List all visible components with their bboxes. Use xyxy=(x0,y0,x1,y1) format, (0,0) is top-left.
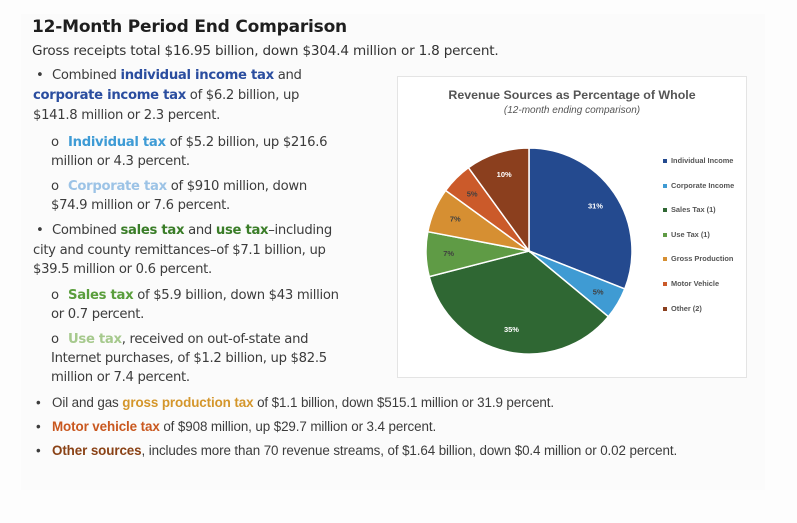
sales-tax-subitem: o Sales tax of $5.9 billion, down $43 mil… xyxy=(51,286,339,306)
legend-swatch xyxy=(663,208,667,213)
use-tax-keyword: use tax xyxy=(215,223,269,238)
income-tax-bullet: • Combined individual income tax and xyxy=(36,66,302,86)
legend-swatch xyxy=(663,183,667,188)
sales-tax-sub-keyword: Sales tax xyxy=(68,288,134,303)
slice-data-label: 10% xyxy=(497,170,512,179)
legend-item: Sales Tax (1) xyxy=(663,205,734,230)
page-title: 12-Month Period End Comparison xyxy=(32,17,347,37)
corporate-tax-subitem-line2: $74.9 million or 7.6 percent. xyxy=(51,198,230,213)
slice-data-label: 31% xyxy=(588,201,603,210)
use-tax-sub-keyword: Use tax xyxy=(68,332,122,347)
legend-label: Other (2) xyxy=(671,303,702,313)
income-tax-bullet-line2: corporate income tax of $6.2 billion, up xyxy=(33,88,300,103)
legend-swatch xyxy=(663,257,667,262)
gross-production-bullet: • Oil and gas gross production tax of $1.… xyxy=(36,393,554,413)
corporate-income-tax-keyword: corporate income tax xyxy=(33,88,186,103)
sales-use-tax-bullet-line3: $39.5 million or 0.6 percent. xyxy=(33,262,212,277)
legend-item: Corporate Income xyxy=(663,181,734,206)
sales-use-tax-bullet: • Combined sales tax and use tax–includin… xyxy=(36,221,332,241)
bullet-marker: • xyxy=(36,419,41,434)
slice-data-label: 5% xyxy=(467,190,478,199)
slice-data-label: 7% xyxy=(450,215,461,224)
chart-subtitle: (12-month ending comparison) xyxy=(503,105,641,116)
sub-bullet-marker: o xyxy=(51,332,59,347)
pie-slice-sales-tax-1 xyxy=(428,250,610,355)
bullet-marker: • xyxy=(36,443,41,458)
pie-slice-individual-income xyxy=(528,147,633,290)
legend-label: Gross Production xyxy=(671,254,734,264)
legend-swatch xyxy=(663,232,667,237)
sub-bullet-marker: o xyxy=(51,179,59,194)
legend-swatch xyxy=(663,306,667,311)
bullet-marker: • xyxy=(36,223,44,238)
bullet-marker: • xyxy=(36,68,44,83)
individual-tax-subitem: o Individual tax of $5.2 billion, up $216… xyxy=(51,133,327,153)
pie-chart-plot: 31% 5% 35% 7% 7% 5% 10% xyxy=(425,147,633,355)
motor-vehicle-bullet: • Motor vehicle tax of $908 million, up $… xyxy=(36,417,436,437)
slice-data-label: 7% xyxy=(443,249,454,258)
chart-legend: Individual Income Corporate Income Sales T… xyxy=(663,156,734,328)
chart-title: Revenue Sources as Percentage of Whole xyxy=(448,88,696,102)
sub-bullet-marker: o xyxy=(51,288,59,303)
gross-receipts-summary: Gross receipts total $16.95 billion, dow… xyxy=(32,43,499,59)
legend-item: Individual Income xyxy=(663,156,734,181)
individual-tax-subitem-line2: million or 4.3 percent. xyxy=(51,154,190,169)
legend-label: Motor Vehicle xyxy=(671,278,720,288)
gross-production-tax-keyword: gross production tax xyxy=(122,395,254,410)
corporate-tax-subitem: o Corporate tax of $910 million, down xyxy=(51,177,307,197)
legend-label: Sales Tax (1) xyxy=(671,205,716,215)
legend-swatch xyxy=(663,159,667,163)
legend-item: Gross Production xyxy=(663,254,734,279)
legend-item: Motor Vehicle xyxy=(663,279,734,304)
sub-bullet-marker: o xyxy=(51,135,59,150)
other-sources-bullet: • Other sources, includes more than 70 re… xyxy=(36,441,677,461)
income-tax-bullet-line3: $141.8 million or 2.3 percent. xyxy=(33,108,221,123)
legend-swatch xyxy=(663,281,667,286)
slice-data-label: 35% xyxy=(504,325,519,334)
bullet-marker: • xyxy=(36,395,41,410)
legend-item: Use Tax (1) xyxy=(663,230,734,255)
legend-label: Individual Income xyxy=(671,156,734,165)
legend-label: Corporate Income xyxy=(671,180,735,190)
sales-tax-subitem-line2: or 0.7 percent. xyxy=(51,307,145,322)
legend-label: Use Tax (1) xyxy=(671,229,710,239)
revenue-pie-chart: Revenue Sources as Percentage of Whole (… xyxy=(397,76,747,378)
slice-data-label: 5% xyxy=(593,287,604,296)
use-tax-subitem-line2: Internet purchases, of $1.2 billion, up … xyxy=(51,351,327,366)
individual-tax-keyword: Individual tax xyxy=(68,135,166,150)
motor-vehicle-tax-keyword: Motor vehicle tax xyxy=(52,419,160,434)
use-tax-subitem: o Use tax, received on out-of-state and xyxy=(51,330,309,350)
other-sources-keyword: Other sources xyxy=(52,443,142,458)
legend-item: Other (2) xyxy=(663,304,734,329)
pie-slice-other-2 xyxy=(467,147,530,254)
use-tax-subitem-line3: million or 7.4 percent. xyxy=(51,370,190,385)
sales-tax-keyword: sales tax xyxy=(120,223,185,238)
individual-income-tax-keyword: individual income tax xyxy=(120,68,275,83)
corporate-tax-keyword: Corporate tax xyxy=(68,179,167,194)
sales-use-tax-bullet-line2: city and county remittances–of $7.1 bill… xyxy=(33,243,326,258)
